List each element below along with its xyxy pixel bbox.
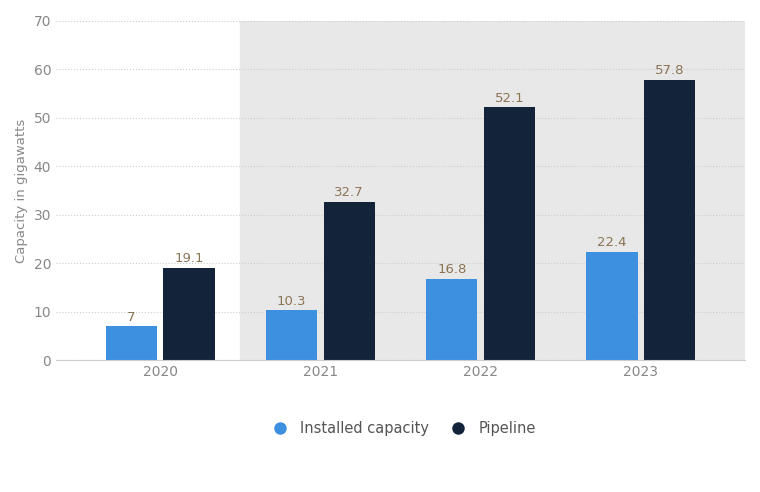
Bar <box>644 80 695 361</box>
Text: 7: 7 <box>127 310 135 324</box>
Text: 22.4: 22.4 <box>597 236 627 249</box>
Bar <box>484 107 535 361</box>
Text: 32.7: 32.7 <box>334 186 364 199</box>
Text: 19.1: 19.1 <box>174 252 204 265</box>
Bar <box>426 279 477 361</box>
Text: 16.8: 16.8 <box>437 263 467 276</box>
Text: 10.3: 10.3 <box>277 295 306 308</box>
Text: 57.8: 57.8 <box>655 64 685 77</box>
Text: 52.1: 52.1 <box>495 92 524 104</box>
Bar <box>240 21 745 361</box>
Legend: Installed capacity, Pipeline: Installed capacity, Pipeline <box>259 415 542 442</box>
Bar <box>106 327 157 361</box>
Bar <box>587 252 638 361</box>
Y-axis label: Capacity in gigawatts: Capacity in gigawatts <box>15 119 28 263</box>
Bar <box>163 268 214 361</box>
Bar <box>324 202 375 361</box>
Bar <box>266 310 317 361</box>
